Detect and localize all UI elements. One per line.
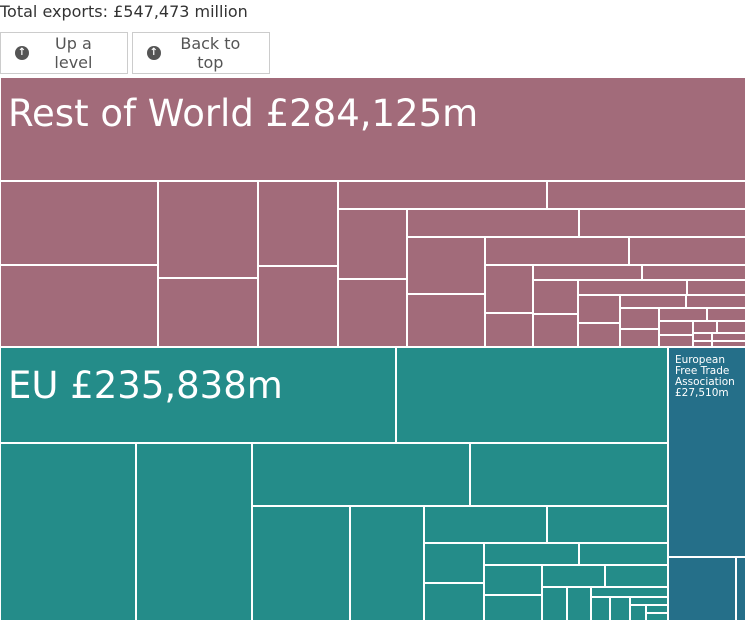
rest-of-world-tile[interactable]	[620, 308, 659, 329]
eu-tile[interactable]	[542, 587, 567, 621]
eu-tile[interactable]	[350, 506, 424, 621]
rest-of-world-tile[interactable]	[659, 308, 707, 321]
rest-of-world-tile[interactable]	[158, 181, 258, 278]
rest-of-world-tile[interactable]	[407, 294, 485, 347]
eu-tile[interactable]	[646, 605, 668, 613]
eu-tile[interactable]	[136, 443, 252, 621]
eu-tile[interactable]	[579, 543, 668, 565]
exports-treemap	[0, 77, 752, 624]
efta-header-tile[interactable]	[668, 347, 746, 557]
eu-tile[interactable]	[252, 443, 470, 506]
eu-tile[interactable]	[630, 597, 668, 605]
rest-of-world-tile[interactable]	[659, 335, 693, 347]
rest-of-world-tile[interactable]	[707, 308, 746, 321]
rest-of-world-tile[interactable]	[258, 181, 338, 266]
rest-of-world-tile[interactable]	[578, 323, 620, 347]
rest-of-world-tile[interactable]	[686, 295, 746, 308]
rest-of-world-tile[interactable]	[533, 314, 578, 347]
rest-of-world-tile[interactable]	[547, 181, 746, 209]
eu-label: EU £235,838m	[8, 364, 283, 407]
rest-of-world-tile[interactable]	[158, 278, 258, 347]
eu-tile[interactable]	[424, 506, 547, 543]
rest-of-world-tile[interactable]	[533, 265, 642, 280]
eu-header-tile[interactable]	[0, 347, 396, 443]
rest-of-world-tile[interactable]	[642, 265, 746, 280]
rest-of-world-label: Rest of World £284,125m	[8, 92, 479, 135]
rest-of-world-tile[interactable]	[659, 321, 693, 335]
rest-of-world-tile[interactable]	[578, 280, 687, 295]
rest-of-world-tile[interactable]	[717, 321, 746, 333]
rest-of-world-tile[interactable]	[338, 279, 407, 347]
rest-of-world-tile[interactable]	[407, 237, 485, 294]
rest-of-world-tile[interactable]	[578, 295, 620, 323]
back-to-top-button[interactable]: ↑ Back to top	[132, 32, 270, 74]
eu-tile[interactable]	[470, 443, 668, 506]
eu-tile[interactable]	[484, 595, 542, 621]
rest-of-world-tile[interactable]	[485, 265, 533, 313]
up-a-level-label: Up a level	[54, 34, 93, 72]
back-to-top-label: Back to top	[180, 34, 241, 72]
efta-tile[interactable]	[668, 557, 736, 621]
rest-of-world-tile[interactable]	[338, 209, 407, 279]
eu-tile[interactable]	[252, 506, 350, 621]
up-a-level-button[interactable]: ↑ Up a level	[0, 32, 128, 74]
rest-of-world-tile[interactable]	[485, 237, 629, 265]
eu-tile[interactable]	[484, 565, 542, 595]
eu-tile[interactable]	[547, 506, 668, 543]
rest-of-world-tile[interactable]	[712, 333, 746, 341]
rest-of-world-tile[interactable]	[712, 341, 746, 347]
arrow-up-circle-icon: ↑	[147, 46, 161, 60]
eu-tile[interactable]	[484, 543, 579, 565]
rest-of-world-tile[interactable]	[687, 280, 746, 295]
total-exports-label: Total exports: £547,473 million	[0, 2, 248, 21]
rest-of-world-header-tile[interactable]	[0, 77, 746, 181]
eu-tile[interactable]	[567, 587, 591, 621]
eu-tile[interactable]	[630, 605, 646, 621]
rest-of-world-tile[interactable]	[0, 265, 158, 347]
rest-of-world-tile[interactable]	[620, 295, 686, 308]
rest-of-world-tile[interactable]	[407, 209, 579, 237]
rest-of-world-tile[interactable]	[693, 333, 712, 341]
arrow-up-circle-icon: ↑	[15, 46, 29, 60]
rest-of-world-tile[interactable]	[258, 266, 338, 347]
rest-of-world-tile[interactable]	[693, 341, 712, 347]
eu-tile[interactable]	[605, 565, 668, 587]
eu-tile[interactable]	[396, 347, 668, 443]
rest-of-world-tile[interactable]	[338, 181, 547, 209]
rest-of-world-tile[interactable]	[579, 209, 746, 237]
eu-tile[interactable]	[610, 597, 630, 621]
rest-of-world-tile[interactable]	[0, 181, 158, 265]
rest-of-world-tile[interactable]	[629, 237, 746, 265]
rest-of-world-tile[interactable]	[533, 280, 578, 314]
eu-tile[interactable]	[424, 583, 484, 621]
eu-tile[interactable]	[424, 543, 484, 583]
eu-tile[interactable]	[591, 597, 610, 621]
eu-tile[interactable]	[591, 587, 668, 597]
eu-tile[interactable]	[0, 443, 136, 621]
rest-of-world-tile[interactable]	[693, 321, 717, 333]
eu-tile[interactable]	[646, 613, 668, 621]
rest-of-world-tile[interactable]	[620, 329, 659, 347]
efta-label: European Free Trade Association £27,510m	[675, 354, 735, 399]
rest-of-world-tile[interactable]	[485, 313, 533, 347]
efta-tile[interactable]	[736, 557, 746, 621]
eu-tile[interactable]	[542, 565, 605, 587]
